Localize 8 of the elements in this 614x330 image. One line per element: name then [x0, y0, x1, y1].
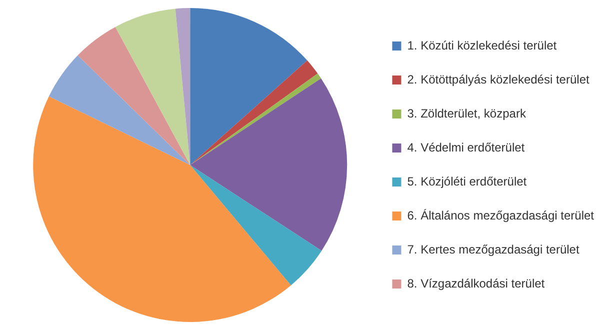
legend-label: 8. Vízgazdálkodási terület: [407, 276, 546, 290]
legend-label: 3. Zöldterület, közpark: [407, 106, 527, 120]
legend-label: 7. Kertes mezőgazdasági terület: [407, 242, 580, 256]
legend-label: 2. Kötöttpályás közlekedési terület: [407, 72, 590, 86]
legend-label: 6. Általános mezőgazdasági terület: [407, 208, 595, 222]
legend-label: 4. Védelmi erdőterület: [407, 140, 526, 154]
legend-label: 1. Közúti közlekedési terület: [407, 38, 558, 52]
legend-label: 5. Közjóléti erdőterület: [407, 174, 528, 188]
